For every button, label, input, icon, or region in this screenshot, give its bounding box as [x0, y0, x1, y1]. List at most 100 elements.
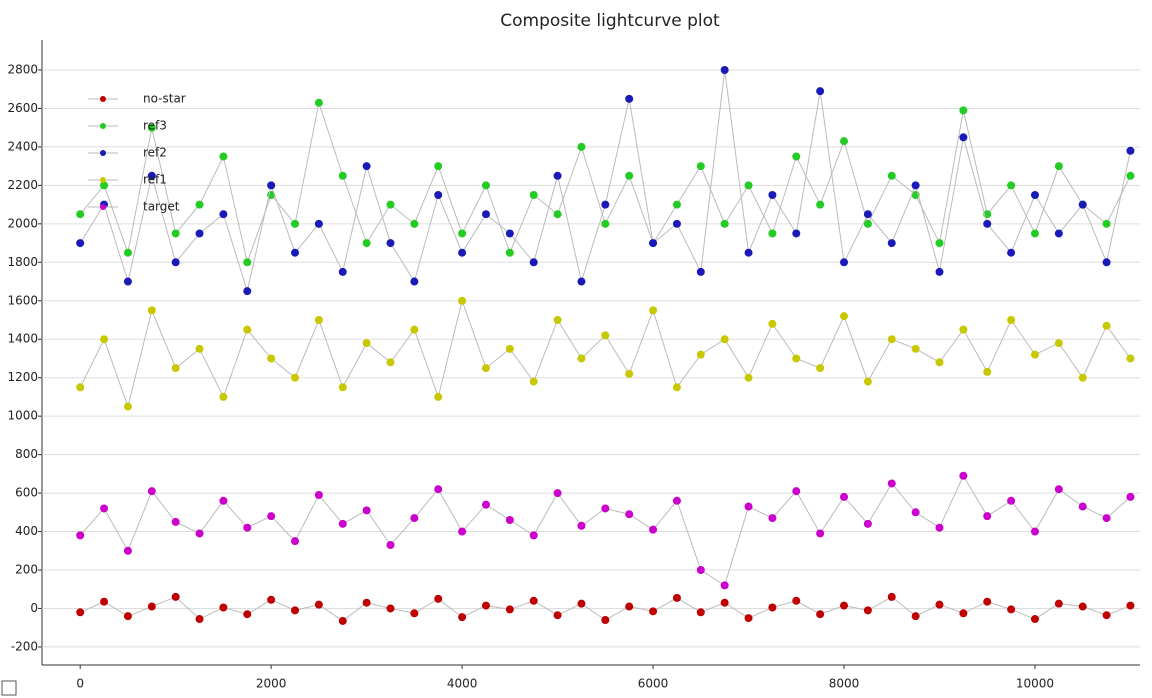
data-point [505, 516, 514, 524]
data-point [553, 171, 562, 180]
data-point [816, 200, 825, 209]
data-point [410, 325, 419, 334]
data-point [314, 98, 323, 107]
corner-icon [1, 680, 17, 696]
data-point [76, 239, 85, 248]
data-point [458, 613, 467, 622]
data-point [481, 210, 490, 219]
data-point [529, 258, 538, 267]
x-tick-label: 2000 [256, 677, 287, 691]
data-point [792, 354, 801, 363]
data-point [1030, 191, 1039, 199]
data-point [219, 603, 228, 612]
legend-marker [100, 177, 106, 183]
data-point [1054, 229, 1063, 238]
x-tick-label: 0 [76, 677, 84, 691]
data-point [147, 602, 156, 611]
data-point [76, 383, 85, 392]
data-point [481, 364, 490, 373]
data-point [386, 200, 395, 209]
data-point [123, 612, 132, 621]
data-point [744, 502, 753, 511]
data-point [744, 248, 753, 257]
data-point [577, 354, 586, 363]
data-point [123, 248, 132, 257]
data-point [243, 325, 252, 334]
data-point [1078, 602, 1087, 611]
data-point [410, 609, 419, 618]
data-point [672, 200, 681, 209]
data-point [1030, 350, 1039, 359]
data-point [505, 605, 514, 614]
data-point [195, 229, 204, 238]
data-point [720, 598, 729, 607]
data-point [887, 592, 896, 601]
data-point [1030, 527, 1039, 536]
data-point [887, 335, 896, 344]
y-tick-label: 400 [15, 524, 38, 538]
y-tick-label: 600 [15, 486, 38, 500]
legend-marker [100, 96, 106, 102]
data-point [386, 541, 395, 549]
data-point [100, 597, 109, 606]
data-point [672, 219, 681, 228]
data-point [625, 94, 634, 103]
data-point [338, 267, 347, 276]
data-point [1007, 248, 1016, 257]
data-point [959, 325, 968, 334]
data-point [768, 319, 777, 328]
data-point [935, 267, 944, 276]
data-point [601, 200, 610, 209]
data-point [744, 373, 753, 382]
data-point [76, 531, 85, 540]
data-point [410, 514, 419, 523]
x-tick-label: 8000 [829, 677, 860, 691]
data-point [195, 200, 204, 209]
y-tick-label: 1600 [7, 293, 38, 307]
data-point [362, 598, 371, 607]
data-point [768, 229, 777, 238]
data-point [1102, 219, 1111, 228]
data-point [625, 602, 634, 611]
data-point [505, 344, 514, 353]
data-point [863, 519, 872, 528]
data-point [553, 489, 562, 498]
data-point [291, 606, 300, 615]
data-point [434, 485, 443, 494]
data-point [816, 610, 825, 619]
data-point [1054, 162, 1063, 171]
y-tick-label: 0 [30, 601, 38, 615]
data-point [529, 531, 538, 540]
data-point [935, 523, 944, 532]
data-point [649, 239, 658, 248]
data-point [983, 219, 992, 228]
data-point [792, 152, 801, 161]
series-line [79, 474, 1131, 587]
series-line [79, 299, 1131, 409]
data-point [792, 229, 801, 238]
data-point [672, 496, 681, 505]
data-point [672, 593, 681, 602]
data-point [434, 392, 443, 401]
data-point [816, 529, 825, 538]
data-point [672, 383, 681, 392]
data-point [1126, 492, 1135, 501]
data-point [863, 210, 872, 219]
data-point [911, 508, 920, 517]
data-point [911, 612, 920, 621]
data-point [1054, 339, 1063, 348]
y-tick-label: 2600 [7, 101, 38, 115]
data-point [696, 162, 705, 171]
data-point [147, 171, 156, 180]
data-point [1102, 321, 1111, 330]
data-point [553, 611, 562, 620]
data-point [625, 510, 634, 519]
data-point [529, 377, 538, 386]
data-point [481, 181, 490, 190]
legend-label: target [143, 200, 180, 214]
data-point [720, 335, 729, 344]
data-point [840, 258, 849, 267]
y-tick-label: 2800 [7, 63, 38, 77]
